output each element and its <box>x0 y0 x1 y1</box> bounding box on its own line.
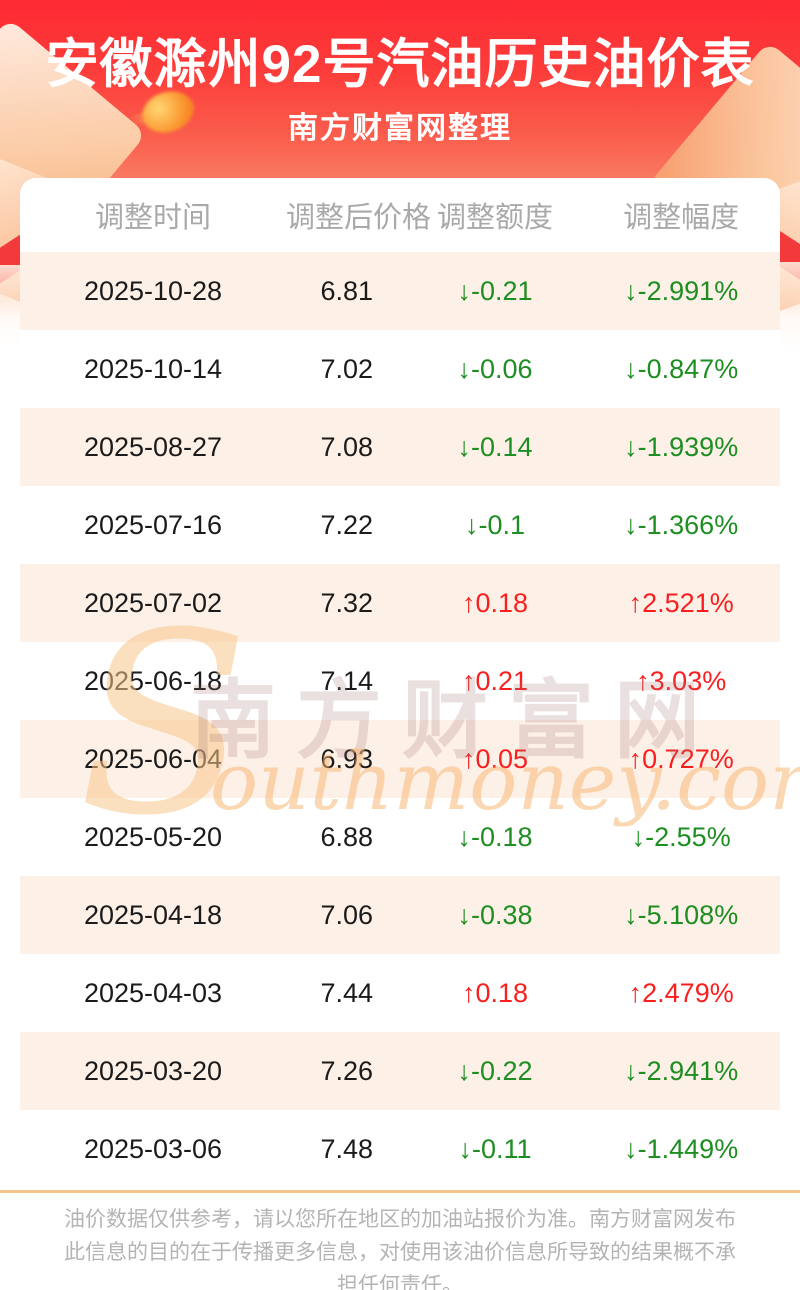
adjusted-price-value: 7.08 <box>320 431 374 462</box>
table-body: 2025-10-28 6.81 ↓-0.21 ↓-2.991% 2025-10-… <box>20 252 780 1188</box>
table-header-row: 调整时间 调整后价格 调整额度 调整幅度 <box>20 178 780 252</box>
adjusted-price-value: 7.14 <box>320 665 374 696</box>
table-row: 2025-06-18 7.14 ↑0.21 ↑3.03% <box>20 642 780 720</box>
adjusted-price-value: 7.32 <box>320 587 374 618</box>
table-row: 2025-06-04 6.93 ↑0.05 ↑0.727% <box>20 720 780 798</box>
adjust-rate-value: ↑0.727% <box>628 743 734 774</box>
adjust-rate-value: ↓-1.366% <box>624 509 739 540</box>
table-row: 2025-03-06 7.48 ↓-0.11 ↓-1.449% <box>20 1110 780 1188</box>
adjust-rate-value: ↓-5.108% <box>624 899 739 930</box>
adjust-amount-value: ↓-0.06 <box>457 353 533 384</box>
table-row: 2025-10-28 6.81 ↓-0.21 ↓-2.991% <box>20 252 780 330</box>
table-row: 2025-07-16 7.22 ↓-0.1 ↓-1.366% <box>20 486 780 564</box>
table-row: 2025-05-20 6.88 ↓-0.18 ↓-2.55% <box>20 798 780 876</box>
adjust-rate-value: ↓-1.939% <box>624 431 739 462</box>
adjust-date-value: 2025-08-27 <box>83 431 223 462</box>
page-title: 安徽滁州92号汽油历史油价表 <box>45 35 755 94</box>
column-header-adjust-rate: 调整幅度 <box>623 202 740 234</box>
adjusted-price-value: 7.22 <box>320 509 374 540</box>
adjust-rate-value: ↑2.479% <box>628 977 734 1008</box>
adjust-date-value: 2025-10-28 <box>83 275 223 306</box>
adjust-date-value: 2025-07-16 <box>83 509 223 540</box>
adjust-date-value: 2025-04-03 <box>83 977 223 1008</box>
adjust-date-value: 2025-10-14 <box>83 353 223 384</box>
adjust-amount-value: ↓-0.14 <box>457 431 533 462</box>
adjusted-price-value: 6.93 <box>320 743 374 774</box>
adjust-amount-value: ↑0.18 <box>461 587 529 618</box>
adjust-rate-value: ↑3.03% <box>636 665 727 696</box>
table-row: 2025-10-14 7.02 ↓-0.06 ↓-0.847% <box>20 330 780 408</box>
adjust-amount-value: ↓-0.11 <box>458 1133 532 1164</box>
table-row: 2025-08-27 7.08 ↓-0.14 ↓-1.939% <box>20 408 780 486</box>
table-row: 2025-03-20 7.26 ↓-0.22 ↓-2.941% <box>20 1032 780 1110</box>
price-table-card: 调整时间 调整后价格 调整额度 调整幅度 2025-10-28 6.81 ↓-0… <box>20 178 780 1188</box>
adjust-date-value: 2025-03-06 <box>83 1133 223 1164</box>
table-row: 2025-07-02 7.32 ↑0.18 ↑2.521% <box>20 564 780 642</box>
adjust-amount-value: ↑0.05 <box>461 743 529 774</box>
adjust-date-value: 2025-06-18 <box>83 665 223 696</box>
adjust-rate-value: ↓-2.941% <box>624 1055 739 1086</box>
adjust-amount-value: ↓-0.22 <box>457 1055 533 1086</box>
column-header-adjust-time: 调整时间 <box>94 202 211 234</box>
adjusted-price-value: 7.02 <box>320 353 374 384</box>
adjust-date-value: 2025-06-04 <box>83 743 223 774</box>
adjusted-price-value: 7.06 <box>320 899 374 930</box>
adjust-amount-value: ↓-0.1 <box>464 509 525 540</box>
table-row: 2025-04-18 7.06 ↓-0.38 ↓-5.108% <box>20 876 780 954</box>
adjust-rate-value: ↓-0.847% <box>624 353 739 384</box>
adjust-amount-value: ↓-0.18 <box>457 821 533 852</box>
adjusted-price-value: 7.48 <box>320 1133 374 1164</box>
adjusted-price-value: 7.26 <box>320 1055 374 1086</box>
footer-divider <box>0 1190 800 1193</box>
adjust-date-value: 2025-04-18 <box>83 899 223 930</box>
adjust-date-value: 2025-03-20 <box>83 1055 223 1086</box>
adjust-rate-value: ↓-2.55% <box>631 821 731 852</box>
adjusted-price-value: 6.81 <box>320 275 374 306</box>
adjust-amount-value: ↑0.21 <box>461 665 529 696</box>
adjust-amount-value: ↑0.18 <box>461 977 529 1008</box>
page-subtitle: 南方财富网整理 <box>288 112 512 145</box>
adjust-amount-value: ↓-0.21 <box>457 275 533 306</box>
adjusted-price-value: 6.88 <box>320 821 374 852</box>
adjust-rate-value: ↓-1.449% <box>624 1133 739 1164</box>
column-header-adjust-amount: 调整额度 <box>436 202 553 234</box>
table-row: 2025-04-03 7.44 ↑0.18 ↑2.479% <box>20 954 780 1032</box>
adjust-date-value: 2025-07-02 <box>83 587 223 618</box>
adjust-rate-value: ↑2.521% <box>628 587 734 618</box>
footer-disclaimer: 油价数据仅供参考，请以您所在地区的加油站报价为准。南方财富网发布此信息的目的在于… <box>64 1208 736 1290</box>
adjusted-price-value: 7.44 <box>320 977 374 1008</box>
adjust-amount-value: ↓-0.38 <box>457 899 533 930</box>
adjust-date-value: 2025-05-20 <box>83 821 223 852</box>
adjust-rate-value: ↓-2.991% <box>624 275 739 306</box>
column-header-adjusted-price: 调整后价格 <box>286 202 432 234</box>
